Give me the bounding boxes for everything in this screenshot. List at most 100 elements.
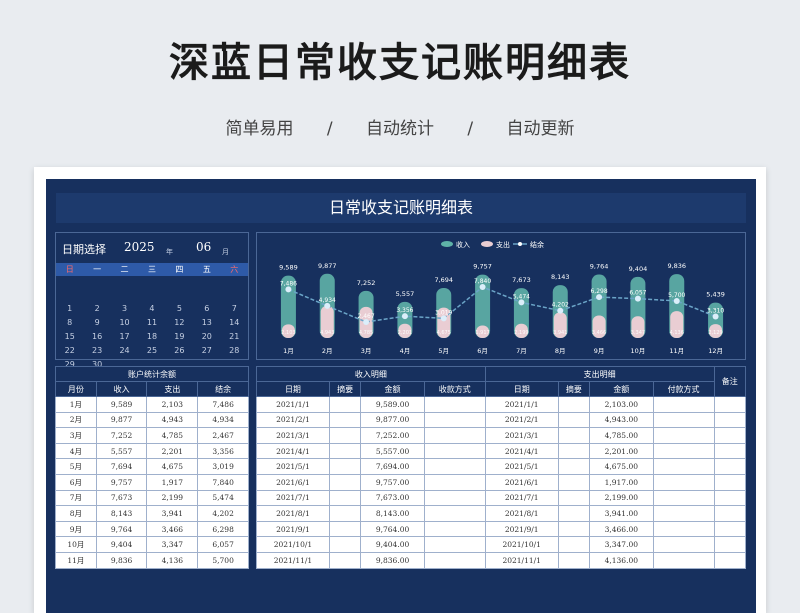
table-cell: 3,019 [197,458,249,475]
table-cell [328,520,362,538]
table-cell: 5,557.00 [360,442,425,460]
calendar-day [111,288,138,302]
table-cell: 2,103.00 [589,396,654,413]
balance-point [401,313,408,320]
table-cell [713,551,747,569]
year-select[interactable]: 2025 [124,240,155,254]
column-header: 支出 [146,381,199,397]
calendar-day[interactable]: 13 [201,318,212,327]
table-cell: 9,404 [95,536,148,553]
calendar-day[interactable]: 20 [201,332,212,341]
expense-bar [631,316,645,338]
balance-value-label: 3,356 [396,307,413,314]
expense-value-label: 3,941 [553,330,567,336]
table-cell [423,442,486,460]
table-cell [328,536,362,553]
expense-bar [320,305,334,338]
table-cell [328,411,362,429]
calendar-day[interactable]: 28 [229,346,240,355]
table-cell: 8,143 [95,505,148,522]
calendar-day [56,288,83,302]
table-cell: 4,943 [146,411,199,429]
table-cell: 2,103 [146,396,199,413]
calendar-day[interactable]: 8 [67,318,73,327]
expense-value-label: 4,943 [320,330,334,336]
income-value-label: 8,143 [551,273,570,281]
x-tick-label: 12月 [708,347,723,355]
income-value-label: 9,404 [629,265,648,273]
table-cell [557,536,591,553]
table-row: 4月 5,557 2,201 3,356 [55,442,249,460]
calendar-day[interactable]: 6 [204,304,210,313]
weekday-header: 日一二三四五六 [56,263,248,276]
balance-point [712,313,719,320]
table-cell: 9,757.00 [360,473,425,491]
calendar-day[interactable]: 11 [146,318,158,327]
table-cell [652,427,715,444]
calendar-day[interactable]: 15 [64,332,75,341]
calendar-day[interactable]: 29 [64,360,75,369]
calendar-day[interactable]: 12 [174,318,185,327]
calendar-day[interactable]: 17 [119,332,130,341]
calendar-grid: 1 2 3 4 5 6 7 8 9 10 11 12 13 14 15 16 17 18 19 20 21 22 23 24 2… [56,288,248,372]
calendar-day[interactable]: 19 [174,332,185,341]
calendar-day[interactable]: 26 [174,346,185,355]
column-header: 摘要 [557,381,591,397]
calendar-day[interactable]: 27 [201,346,212,355]
table-cell [328,442,362,460]
table-cell [557,411,591,429]
table-cell [423,427,486,444]
calendar-day[interactable]: 5 [176,304,182,313]
income-value-label: 9,589 [279,264,298,272]
calendar-day[interactable]: 21 [229,332,240,341]
calendar-day[interactable]: 1 [67,304,73,313]
calendar-day[interactable]: 30 [92,360,103,369]
x-tick-label: 7月 [516,347,527,355]
table-cell: 2021/6/1 [484,473,559,491]
table-cell [328,427,362,444]
calendar-day[interactable]: 25 [146,346,158,355]
table-cell: 2021/3/1 [256,427,330,444]
calendar-day[interactable]: 16 [92,332,103,341]
table-cell: 8月 [55,505,97,522]
month-select[interactable]: 06 [196,240,212,254]
calendar-day[interactable]: 18 [146,332,158,341]
calendar-day[interactable]: 7 [231,304,237,313]
calendar-day[interactable]: 3 [122,304,128,313]
expense-value-label: 2,103 [281,330,295,336]
calendar-day[interactable]: 9 [94,318,100,327]
table-cell [423,411,486,429]
calendar-week: 15 16 17 18 19 20 21 [56,330,248,344]
table-cell [652,396,715,413]
calendar-week: 1 2 3 4 5 6 7 [56,302,248,316]
calendar-day[interactable]: 4 [149,304,155,313]
calendar-day[interactable]: 24 [119,346,130,355]
calendar-day[interactable]: 2 [94,304,100,313]
table-cell: 2021/8/1 [256,505,330,522]
summary-table-title: 账户统计余额 [55,366,249,382]
table-cell [652,505,715,522]
table-cell: 2021/7/1 [256,489,330,507]
table-row: 1月 9,589 2,103 7,486 [55,396,249,413]
column-header: 结余 [197,381,249,397]
column-header: 金额 [360,381,425,397]
calendar-day [221,288,248,302]
calendar-week: 29 30 [56,358,248,372]
balance-value-label: 3,019 [435,309,452,316]
calendar-day[interactable]: 14 [229,318,240,327]
calendar-day[interactable]: 10 [119,318,130,327]
x-tick-label: 10月 [631,347,646,355]
note-column-title: 备注 [713,366,747,397]
table-row: 2021/9/1 9,764.00 2021/9/1 3,466.00 [256,520,747,538]
table-row: 2021/3/1 7,252.00 2021/3/1 4,785.00 [256,427,747,444]
table-cell: 9,764 [95,520,148,538]
calendar-week [56,288,248,302]
balance-point [440,315,447,322]
calendar-day[interactable]: 22 [64,346,75,355]
table-cell: 7,840 [197,473,249,491]
table-cell: 4,785.00 [589,427,654,444]
table-cell [652,442,715,460]
table-cell: 2021/4/1 [256,442,330,460]
calendar-day[interactable]: 23 [92,346,103,355]
balance-value-label: 4,934 [319,297,336,304]
